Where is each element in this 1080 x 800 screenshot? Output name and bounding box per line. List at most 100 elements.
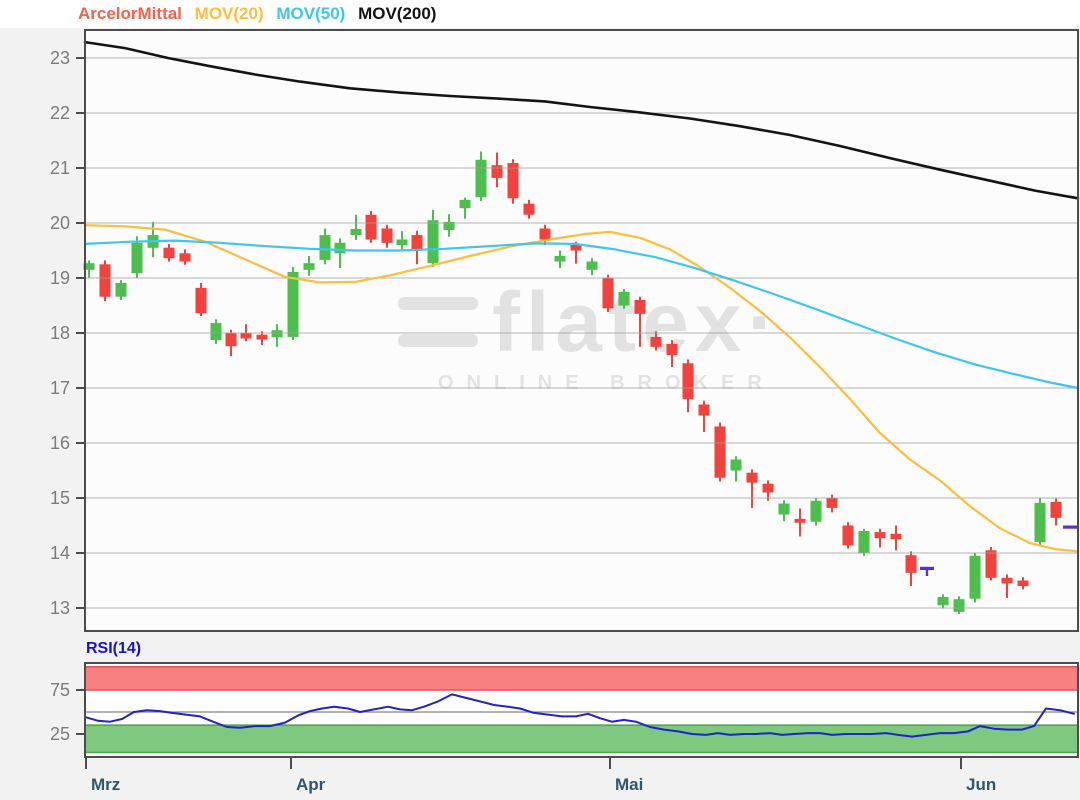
candle-body <box>99 264 111 297</box>
candle-body <box>666 344 678 355</box>
x-axis-month-label: Mrz <box>91 775 120 794</box>
candle-body <box>618 291 630 306</box>
candle-body <box>443 221 455 231</box>
level-marker <box>920 566 934 576</box>
candle-body <box>350 229 362 235</box>
candle-body <box>411 235 423 251</box>
candle-body <box>427 220 439 264</box>
candle-body <box>131 242 143 274</box>
candle-body <box>650 336 662 347</box>
watermark-bar-icon <box>398 334 478 347</box>
rsi-line <box>85 693 1075 738</box>
legend-mov50: MOV(50) <box>276 4 346 23</box>
candle-body <box>698 404 710 416</box>
candle-body <box>523 203 535 215</box>
main-plot-bg <box>85 30 1078 631</box>
candle-body <box>163 247 175 259</box>
candle-body <box>1001 577 1013 584</box>
candle-body <box>475 159 487 198</box>
candle-body <box>842 525 854 546</box>
candle-body <box>602 278 614 309</box>
y-axis-label: 16 <box>50 433 70 453</box>
watermark-brand-text: flatex· <box>492 275 781 369</box>
candle-body <box>319 235 331 260</box>
candle-body <box>83 263 95 270</box>
candle-body <box>240 333 252 339</box>
candle-body <box>210 323 222 341</box>
rsi-oversold-band <box>85 725 1078 753</box>
candle-body <box>381 228 393 243</box>
candle-body <box>1034 502 1046 542</box>
x-axis-month-label: Apr <box>296 775 326 794</box>
rsi-y-axis-label: 75 <box>50 680 70 700</box>
rsi-overbought-band <box>85 666 1078 690</box>
candle-body <box>225 333 237 347</box>
candle-body <box>287 272 299 337</box>
candle-body <box>365 214 377 240</box>
candle-body <box>985 550 997 578</box>
candle-body <box>682 363 694 399</box>
candle-body <box>634 300 646 314</box>
candle-body <box>271 330 283 338</box>
candle-body <box>1017 580 1029 586</box>
candle-body <box>905 555 917 573</box>
main-plot-border <box>84 29 1079 632</box>
candle-body <box>507 163 519 199</box>
x-axis-month-label: Mai <box>615 775 643 794</box>
legend-instrument: ArcelorMittal <box>78 4 182 23</box>
mov20-line <box>83 224 1080 553</box>
candle-body <box>459 199 471 209</box>
candle-body <box>714 426 726 478</box>
y-axis-label: 13 <box>50 598 70 618</box>
candle-body <box>334 242 346 254</box>
candle-body <box>115 282 127 297</box>
candle-body <box>554 256 566 262</box>
candle-body <box>586 261 598 270</box>
candle-body <box>730 459 742 471</box>
legend-bar <box>0 0 1080 28</box>
candlesticks <box>83 151 1062 614</box>
y-axis-label: 19 <box>50 268 70 288</box>
candle-body <box>953 599 965 612</box>
rsi-y-axis-label: 25 <box>50 724 70 744</box>
y-axis-label: 20 <box>50 213 70 233</box>
candle-body <box>762 483 774 493</box>
candle-body <box>1050 501 1062 518</box>
mov200-line <box>83 40 1080 200</box>
candle-body <box>746 472 758 483</box>
y-axis-label: 22 <box>50 103 70 123</box>
candle-body <box>826 498 838 508</box>
y-axis-label: 17 <box>50 378 70 398</box>
candle-body <box>491 165 503 178</box>
watermark-bar-icon <box>398 297 478 310</box>
watermark-tagline-text: ONLINE BROKER <box>438 372 775 394</box>
y-axis-label: 23 <box>50 48 70 68</box>
level-marker <box>1063 525 1077 529</box>
rsi-plot-border <box>84 662 1079 758</box>
y-axis-label: 15 <box>50 488 70 508</box>
candle-body <box>874 532 886 539</box>
candle-body <box>794 518 806 523</box>
candle-body <box>969 555 981 599</box>
mov50-line <box>83 239 1080 390</box>
rsi-indicator-label: RSI(14) <box>86 640 142 657</box>
legend-mov20: MOV(20) <box>194 4 264 23</box>
candle-body <box>858 531 870 553</box>
candle-body <box>396 239 408 245</box>
candle-body <box>256 334 268 340</box>
x-axis-month-label: Jun <box>966 775 996 794</box>
candle-body <box>539 228 551 240</box>
legend-mov200: MOV(200) <box>358 4 437 23</box>
chart-legend: ArcelorMittal MOV(20) MOV(50) MOV(200) <box>78 4 444 24</box>
y-axis-label: 21 <box>50 158 70 178</box>
candle-body <box>937 597 949 606</box>
candle-body <box>303 263 315 270</box>
candle-body <box>179 253 191 262</box>
candle-body <box>570 245 582 251</box>
y-axis-label: 14 <box>50 543 70 563</box>
candle-body <box>778 503 790 515</box>
y-axis-label: 18 <box>50 323 70 343</box>
candle-body <box>890 533 902 540</box>
